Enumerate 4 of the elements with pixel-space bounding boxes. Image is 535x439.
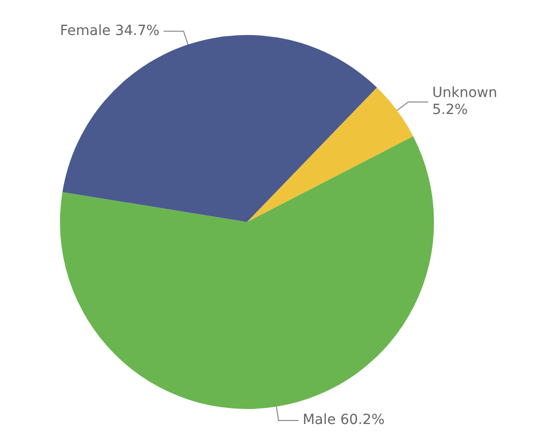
data-label: 5.2% [432, 102, 468, 118]
slice-label: Female 34.7% [60, 22, 160, 39]
slice-label: Male 60.2% [302, 412, 385, 428]
slice-label: Unknown [432, 85, 498, 102]
